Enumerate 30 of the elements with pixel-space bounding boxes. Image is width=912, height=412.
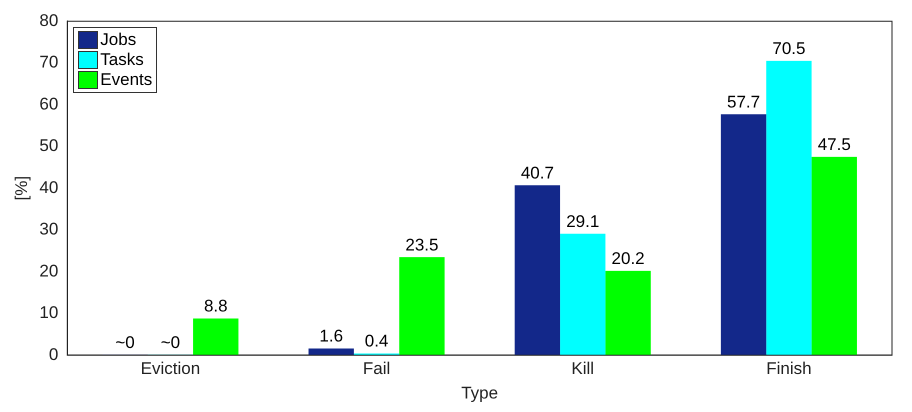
data-label: 29.1: [566, 212, 600, 231]
x-tick-label: Kill: [571, 359, 594, 378]
data-label: 70.5: [772, 39, 806, 58]
y-tick-label: 60: [39, 94, 58, 114]
x-tick-label: Finish: [766, 359, 812, 378]
y-tick-label: 40: [39, 178, 58, 197]
x-axis-title: Type: [461, 383, 498, 402]
y-tick-label: 70: [39, 52, 58, 72]
x-tick-label: Eviction: [140, 359, 200, 378]
y-tick-label: 80: [39, 10, 58, 30]
y-tick-label: 0: [48, 344, 58, 364]
data-label: 47.5: [818, 135, 851, 154]
data-label: 20.2: [612, 249, 645, 268]
legend-label: Jobs: [100, 30, 136, 50]
data-label: ~0: [115, 332, 135, 352]
data-label: 8.8: [204, 296, 228, 316]
data-label: 23.5: [405, 235, 438, 254]
y-tick-label: 20: [39, 261, 58, 280]
legend-label: Tasks: [100, 50, 144, 70]
legend-label: Events: [100, 70, 152, 90]
x-tick-label: Fail: [362, 359, 390, 378]
data-label: 57.7: [727, 92, 760, 112]
data-label: 1.6: [319, 326, 344, 346]
data-label: ~0: [160, 332, 180, 352]
y-tick-label: 50: [39, 136, 58, 156]
data-label: 40.7: [520, 163, 554, 182]
data-label: 0.4: [364, 332, 388, 351]
y-tick-label: 10: [39, 303, 58, 322]
y-tick-label: 30: [39, 220, 58, 239]
y-axis-title: [%]: [12, 176, 31, 200]
